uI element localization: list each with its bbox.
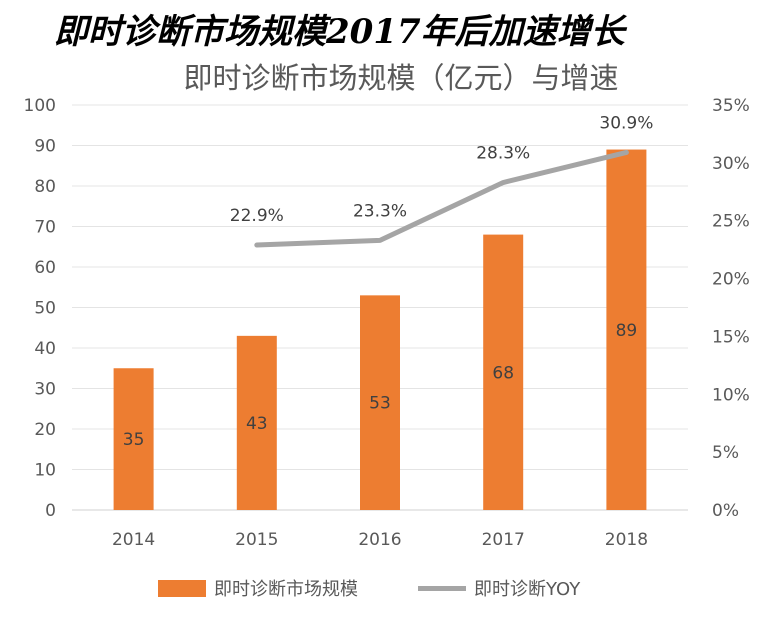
y-right-tick-label: 25% bbox=[712, 212, 750, 232]
chart-title: 即时诊断市场规模（亿元）与增速 bbox=[183, 61, 619, 95]
x-tick-label: 2018 bbox=[605, 530, 648, 550]
yoy-data-label: 22.9% bbox=[230, 206, 284, 226]
y-right-tick-label: 30% bbox=[712, 154, 750, 174]
bar bbox=[606, 149, 647, 511]
bar-data-label: 35 bbox=[123, 430, 145, 450]
yoy-point bbox=[624, 150, 628, 154]
y-left-tick-label: 0 bbox=[45, 501, 56, 521]
y-left-tick-label: 60 bbox=[34, 258, 56, 278]
legend-item-line: 即时诊断YOY bbox=[418, 575, 580, 601]
y-right-tick-label: 10% bbox=[712, 385, 750, 405]
y-right-tick-label: 5% bbox=[712, 443, 739, 463]
legend: 即时诊断市场规模 即时诊断YOY bbox=[0, 575, 772, 605]
legend-label-line: 即时诊断YOY bbox=[474, 579, 581, 600]
x-tick-label: 2014 bbox=[112, 530, 155, 550]
legend-item-bar: 即时诊断市场规模 bbox=[158, 575, 358, 601]
bar bbox=[236, 335, 277, 510]
headline: 即时诊断市场规模2017年后加速增长 bbox=[54, 12, 625, 52]
bar-data-label: 68 bbox=[492, 363, 514, 383]
yoy-point bbox=[501, 181, 505, 185]
bar bbox=[360, 295, 400, 510]
y-right-tick-label: 15% bbox=[712, 327, 750, 347]
yoy-data-label: 28.3% bbox=[476, 144, 530, 164]
bar-data-label: 53 bbox=[369, 394, 391, 414]
y-right-tick-label: 0% bbox=[712, 501, 739, 521]
y-left-tick-label: 30 bbox=[34, 380, 56, 400]
yoy-point bbox=[378, 238, 382, 242]
y-left-tick-label: 20 bbox=[34, 420, 56, 440]
yoy-point bbox=[255, 243, 259, 247]
legend-swatch-bar bbox=[158, 579, 206, 597]
y-left-tick-label: 100 bbox=[24, 96, 56, 116]
y-left-tick-label: 80 bbox=[34, 177, 56, 197]
x-tick-label: 2016 bbox=[358, 530, 401, 550]
y-left-tick-label: 50 bbox=[34, 299, 56, 319]
yoy-data-label: 23.3% bbox=[353, 201, 407, 221]
y-right-tick-label: 20% bbox=[712, 270, 750, 290]
bar-data-label: 89 bbox=[616, 321, 638, 341]
y-left-tick-label: 90 bbox=[34, 137, 56, 157]
yoy-line bbox=[254, 149, 629, 248]
legend-swatch-line bbox=[418, 585, 466, 591]
y-left-tick-label: 10 bbox=[34, 461, 56, 481]
bar bbox=[483, 234, 524, 510]
bar-data-label: 43 bbox=[246, 414, 268, 434]
yoy-data-label: 30.9% bbox=[599, 113, 653, 133]
y-left-tick-label: 40 bbox=[34, 339, 56, 359]
bar bbox=[113, 368, 154, 510]
y-left-tick-label: 70 bbox=[34, 218, 56, 238]
legend-label-bar: 即时诊断市场规模 bbox=[214, 579, 358, 600]
x-tick-label: 2017 bbox=[482, 530, 525, 550]
y-right-tick-label: 35% bbox=[712, 96, 750, 116]
x-tick-label: 2015 bbox=[235, 530, 278, 550]
